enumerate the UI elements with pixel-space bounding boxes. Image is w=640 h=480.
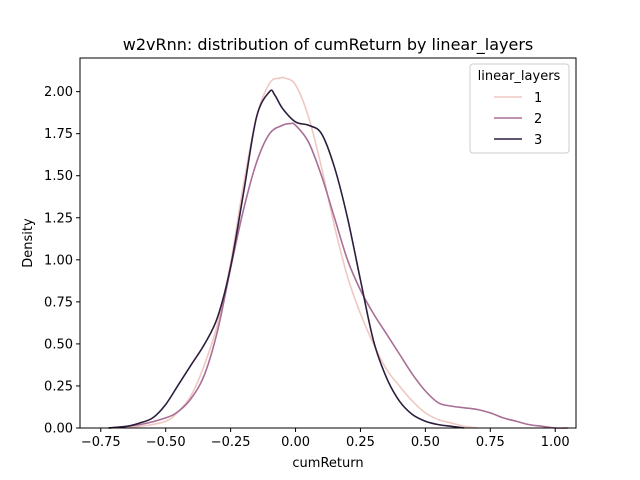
x-tick-label: −0.25	[211, 435, 251, 450]
x-tick-label: 0.50	[411, 435, 440, 450]
plot-lines	[108, 76, 569, 429]
series-line-3	[108, 89, 465, 429]
y-tick-label: 0.25	[44, 379, 73, 394]
x-axis: −0.75 −0.50 −0.25 0.00 0.25 0.50 0.75 1.00	[81, 428, 570, 450]
y-axis-label: Density	[21, 218, 36, 268]
y-axis: 0.00 0.25 0.50 0.75 1.00 1.25 1.50 1.75 2.00	[44, 85, 80, 437]
x-tick-label: 0.25	[346, 435, 375, 450]
x-tick-label: −0.50	[146, 435, 186, 450]
x-tick-label: 1.00	[541, 435, 570, 450]
y-tick-label: 0.00	[44, 422, 73, 437]
y-tick-label: 1.50	[44, 169, 73, 184]
y-tick-label: 0.50	[44, 337, 73, 352]
legend-label-2: 2	[534, 112, 542, 127]
y-tick-label: 2.00	[44, 85, 73, 100]
plot-frame	[79, 57, 577, 429]
y-tick-label: 1.25	[44, 211, 73, 226]
legend-label-3: 3	[534, 133, 542, 148]
series-line-1	[108, 76, 478, 429]
x-axis-label: cumReturn	[292, 456, 363, 471]
x-tick-label: 0.00	[281, 435, 310, 450]
legend-label-1: 1	[534, 91, 542, 106]
legend-box	[469, 63, 570, 154]
x-tick-label: −0.75	[81, 435, 121, 450]
y-tick-label: 1.00	[44, 253, 73, 268]
legend-entries: 1 2 3	[494, 91, 542, 148]
legend-title: linear_layers	[478, 69, 561, 84]
chart-title: w2vRnn: distribution of cumReturn by lin…	[123, 35, 534, 55]
x-tick-label: 0.75	[476, 435, 505, 450]
y-tick-label: 0.75	[44, 295, 73, 310]
series-line-2	[108, 122, 569, 429]
legend: linear_layers 1 2 3	[469, 63, 570, 154]
y-tick-label: 1.75	[44, 127, 73, 142]
